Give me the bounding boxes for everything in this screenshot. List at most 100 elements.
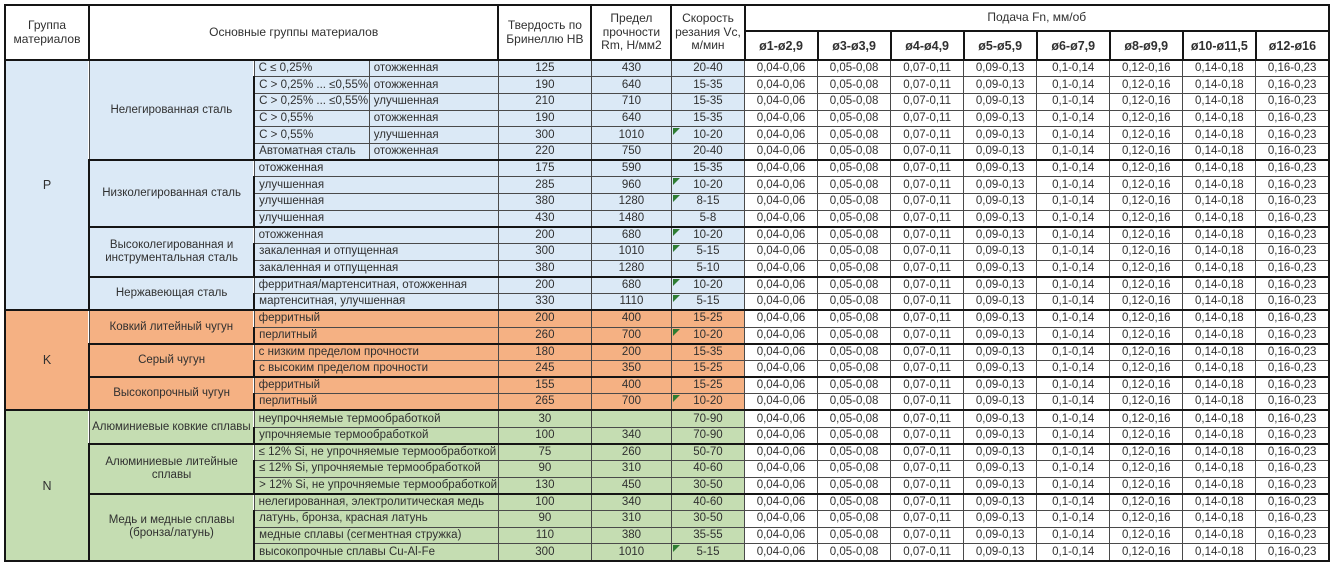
strength-cell[interactable]: 590 — [590, 159, 672, 178]
feed-value-cell[interactable]: 0,09-0,13 — [963, 176, 1038, 194]
feed-value-cell[interactable]: 0,05-0,08 — [817, 426, 892, 445]
hardness-cell[interactable]: 210 — [497, 92, 592, 111]
description-cell[interactable]: ферритный — [253, 309, 499, 328]
feed-value-cell[interactable]: 0,1-0,14 — [1036, 293, 1111, 311]
feed-value-cell[interactable]: 0,05-0,08 — [817, 342, 892, 361]
feed-value-cell[interactable]: 0,16-0,23 — [1255, 92, 1331, 111]
cutting-speed-cell[interactable]: 50-70 — [670, 442, 746, 461]
feed-value-cell[interactable]: 0,14-0,18 — [1182, 359, 1257, 378]
strength-cell[interactable]: 400 — [590, 376, 672, 395]
feed-value-cell[interactable]: 0,1-0,14 — [1036, 426, 1111, 445]
feed-value-cell[interactable]: 0,16-0,23 — [1255, 209, 1331, 228]
feed-value-cell[interactable]: 0,1-0,14 — [1036, 176, 1111, 194]
feed-value-cell[interactable]: 0,05-0,08 — [817, 159, 892, 178]
feed-value-cell[interactable]: 0,1-0,14 — [1036, 409, 1111, 428]
feed-value-cell[interactable]: 0,12-0,16 — [1109, 243, 1184, 261]
feed-value-cell[interactable]: 0,04-0,06 — [743, 426, 819, 445]
cutting-speed-cell[interactable]: 30-50 — [670, 510, 746, 528]
feed-value-cell[interactable]: 0,1-0,14 — [1036, 442, 1111, 461]
strength-cell[interactable]: 310 — [590, 460, 672, 478]
feed-value-cell[interactable]: 0,16-0,23 — [1255, 275, 1331, 295]
feed-value-cell[interactable]: 0,14-0,18 — [1182, 326, 1257, 345]
strength-cell[interactable]: 450 — [590, 476, 672, 495]
feed-value-cell[interactable]: 0,1-0,14 — [1036, 259, 1111, 278]
hardness-cell[interactable]: 330 — [497, 293, 592, 311]
group-code-cell[interactable]: N — [3, 409, 90, 562]
strength-cell[interactable]: 1110 — [590, 293, 672, 311]
strength-cell[interactable]: 310 — [590, 510, 672, 528]
strength-cell[interactable]: 380 — [590, 526, 672, 545]
feed-value-cell[interactable]: 0,1-0,14 — [1036, 109, 1111, 128]
feed-value-cell[interactable]: 0,04-0,06 — [743, 225, 819, 245]
feed-value-cell[interactable]: 0,09-0,13 — [963, 59, 1038, 78]
feed-value-cell[interactable]: 0,14-0,18 — [1182, 309, 1257, 328]
feed-value-cell[interactable]: 0,04-0,06 — [743, 309, 819, 328]
cutting-speed-cell[interactable]: 70-90 — [670, 426, 746, 445]
feed-value-cell[interactable]: 0,09-0,13 — [963, 510, 1038, 528]
feed-value-cell[interactable]: 0,1-0,14 — [1036, 510, 1111, 528]
subgroup-name-cell[interactable]: Нелегированная сталь — [88, 58, 255, 161]
feed-value-cell[interactable]: 0,14-0,18 — [1182, 275, 1257, 295]
group-code-cell[interactable]: K — [3, 309, 90, 411]
strength-cell[interactable]: 340 — [590, 492, 672, 512]
hardness-cell[interactable]: 175 — [497, 159, 592, 178]
feed-value-cell[interactable]: 0,09-0,13 — [963, 359, 1038, 378]
cutting-speed-cell[interactable]: 10-20 — [670, 275, 746, 295]
hardness-cell[interactable]: 260 — [497, 326, 592, 345]
strength-cell[interactable]: 1010 — [590, 543, 672, 562]
hardness-cell[interactable]: 430 — [497, 209, 592, 228]
cutting-speed-cell[interactable]: 10-20 — [670, 393, 746, 411]
feed-value-cell[interactable]: 0,05-0,08 — [817, 460, 892, 478]
feed-value-cell[interactable]: 0,12-0,16 — [1109, 442, 1184, 461]
carbon-spec-cell[interactable]: C > 0,25% ... ≤0,55% — [253, 92, 370, 111]
carbon-spec-cell[interactable]: C > 0,55% — [253, 109, 370, 128]
cutting-speed-cell[interactable]: 5-8 — [670, 209, 746, 228]
feed-value-cell[interactable]: 0,05-0,08 — [817, 109, 892, 128]
heat-state-cell[interactable]: отожженная — [368, 59, 499, 78]
feed-value-cell[interactable]: 0,16-0,23 — [1255, 76, 1331, 94]
feed-value-cell[interactable]: 0,1-0,14 — [1036, 309, 1111, 328]
feed-value-cell[interactable]: 0,1-0,14 — [1036, 193, 1111, 211]
feed-value-cell[interactable]: 0,07-0,11 — [890, 460, 965, 478]
subgroup-name-cell[interactable]: Ковкий литейный чугун — [88, 309, 255, 345]
feed-value-cell[interactable]: 0,04-0,06 — [743, 359, 819, 378]
hardness-cell[interactable]: 100 — [497, 492, 592, 512]
feed-value-cell[interactable]: 0,16-0,23 — [1255, 442, 1331, 461]
feed-value-cell[interactable]: 0,14-0,18 — [1182, 342, 1257, 361]
feed-value-cell[interactable]: 0,05-0,08 — [817, 309, 892, 328]
feed-value-cell[interactable]: 0,07-0,11 — [890, 543, 965, 562]
strength-cell[interactable]: 430 — [590, 59, 672, 78]
feed-value-cell[interactable]: 0,12-0,16 — [1109, 476, 1184, 495]
feed-value-cell[interactable]: 0,04-0,06 — [743, 142, 819, 161]
feed-value-cell[interactable]: 0,04-0,06 — [743, 510, 819, 528]
feed-value-cell[interactable]: 0,09-0,13 — [963, 159, 1038, 178]
strength-cell[interactable]: 710 — [590, 92, 672, 111]
description-cell[interactable]: с высоким пределом прочности — [253, 359, 499, 378]
feed-value-cell[interactable]: 0,04-0,06 — [743, 409, 819, 428]
feed-value-cell[interactable]: 0,04-0,06 — [743, 243, 819, 261]
cutting-speed-cell[interactable]: 10-20 — [670, 326, 746, 345]
feed-value-cell[interactable]: 0,1-0,14 — [1036, 126, 1111, 144]
feed-value-cell[interactable]: 0,09-0,13 — [963, 142, 1038, 161]
feed-value-cell[interactable]: 0,09-0,13 — [963, 426, 1038, 445]
feed-value-cell[interactable]: 0,14-0,18 — [1182, 409, 1257, 428]
group-code-cell[interactable]: P — [3, 58, 90, 311]
feed-value-cell[interactable]: 0,14-0,18 — [1182, 293, 1257, 311]
feed-value-cell[interactable]: 0,14-0,18 — [1182, 76, 1257, 94]
feed-value-cell[interactable]: 0,16-0,23 — [1255, 476, 1331, 495]
feed-value-cell[interactable]: 0,07-0,11 — [890, 409, 965, 428]
feed-value-cell[interactable]: 0,14-0,18 — [1182, 243, 1257, 261]
hardness-cell[interactable]: 190 — [497, 76, 592, 94]
feed-value-cell[interactable]: 0,05-0,08 — [817, 510, 892, 528]
feed-value-cell[interactable]: 0,12-0,16 — [1109, 225, 1184, 245]
feed-value-cell[interactable]: 0,1-0,14 — [1036, 526, 1111, 545]
feed-value-cell[interactable]: 0,12-0,16 — [1109, 510, 1184, 528]
feed-value-cell[interactable]: 0,04-0,06 — [743, 326, 819, 345]
feed-value-cell[interactable]: 0,09-0,13 — [963, 326, 1038, 345]
feed-value-cell[interactable]: 0,14-0,18 — [1182, 209, 1257, 228]
cutting-speed-cell[interactable]: 20-40 — [670, 142, 746, 161]
feed-value-cell[interactable]: 0,05-0,08 — [817, 193, 892, 211]
strength-cell[interactable]: 1480 — [590, 209, 672, 228]
strength-cell[interactable]: 960 — [590, 176, 672, 194]
strength-cell[interactable]: 640 — [590, 109, 672, 128]
